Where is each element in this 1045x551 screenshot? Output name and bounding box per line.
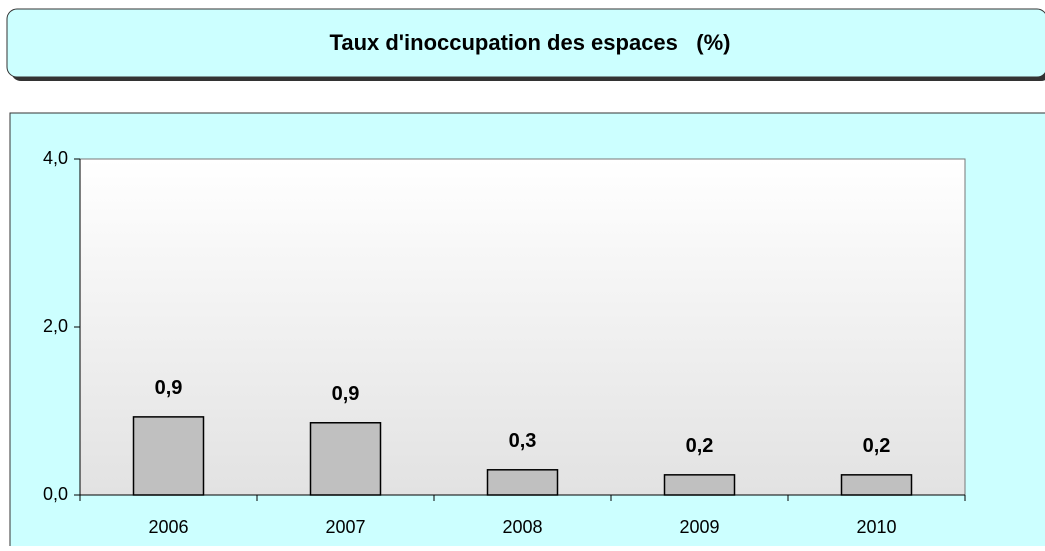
y-tick-label: 4,0 <box>43 148 68 168</box>
value-label: 0,3 <box>509 430 537 452</box>
value-label: 0,9 <box>332 383 360 405</box>
chart-title: Taux d'inoccupation des espaces (%) <box>330 30 731 55</box>
y-tick-label: 0,0 <box>43 484 68 504</box>
value-label: 0,2 <box>863 435 891 457</box>
y-tick-label: 2,0 <box>43 316 68 336</box>
bar <box>132 416 205 496</box>
x-tick-label: 2007 <box>325 517 365 537</box>
x-tick-label: 2008 <box>502 517 542 537</box>
bar <box>309 422 382 496</box>
bar <box>486 469 559 496</box>
value-label: 0,2 <box>686 435 714 457</box>
bar <box>663 474 736 496</box>
value-label: 0,9 <box>155 377 183 399</box>
x-tick-label: 2010 <box>856 517 896 537</box>
x-tick-label: 2009 <box>679 517 719 537</box>
bar <box>840 474 913 496</box>
x-tick-label: 2006 <box>148 517 188 537</box>
title-box <box>6 8 1045 78</box>
